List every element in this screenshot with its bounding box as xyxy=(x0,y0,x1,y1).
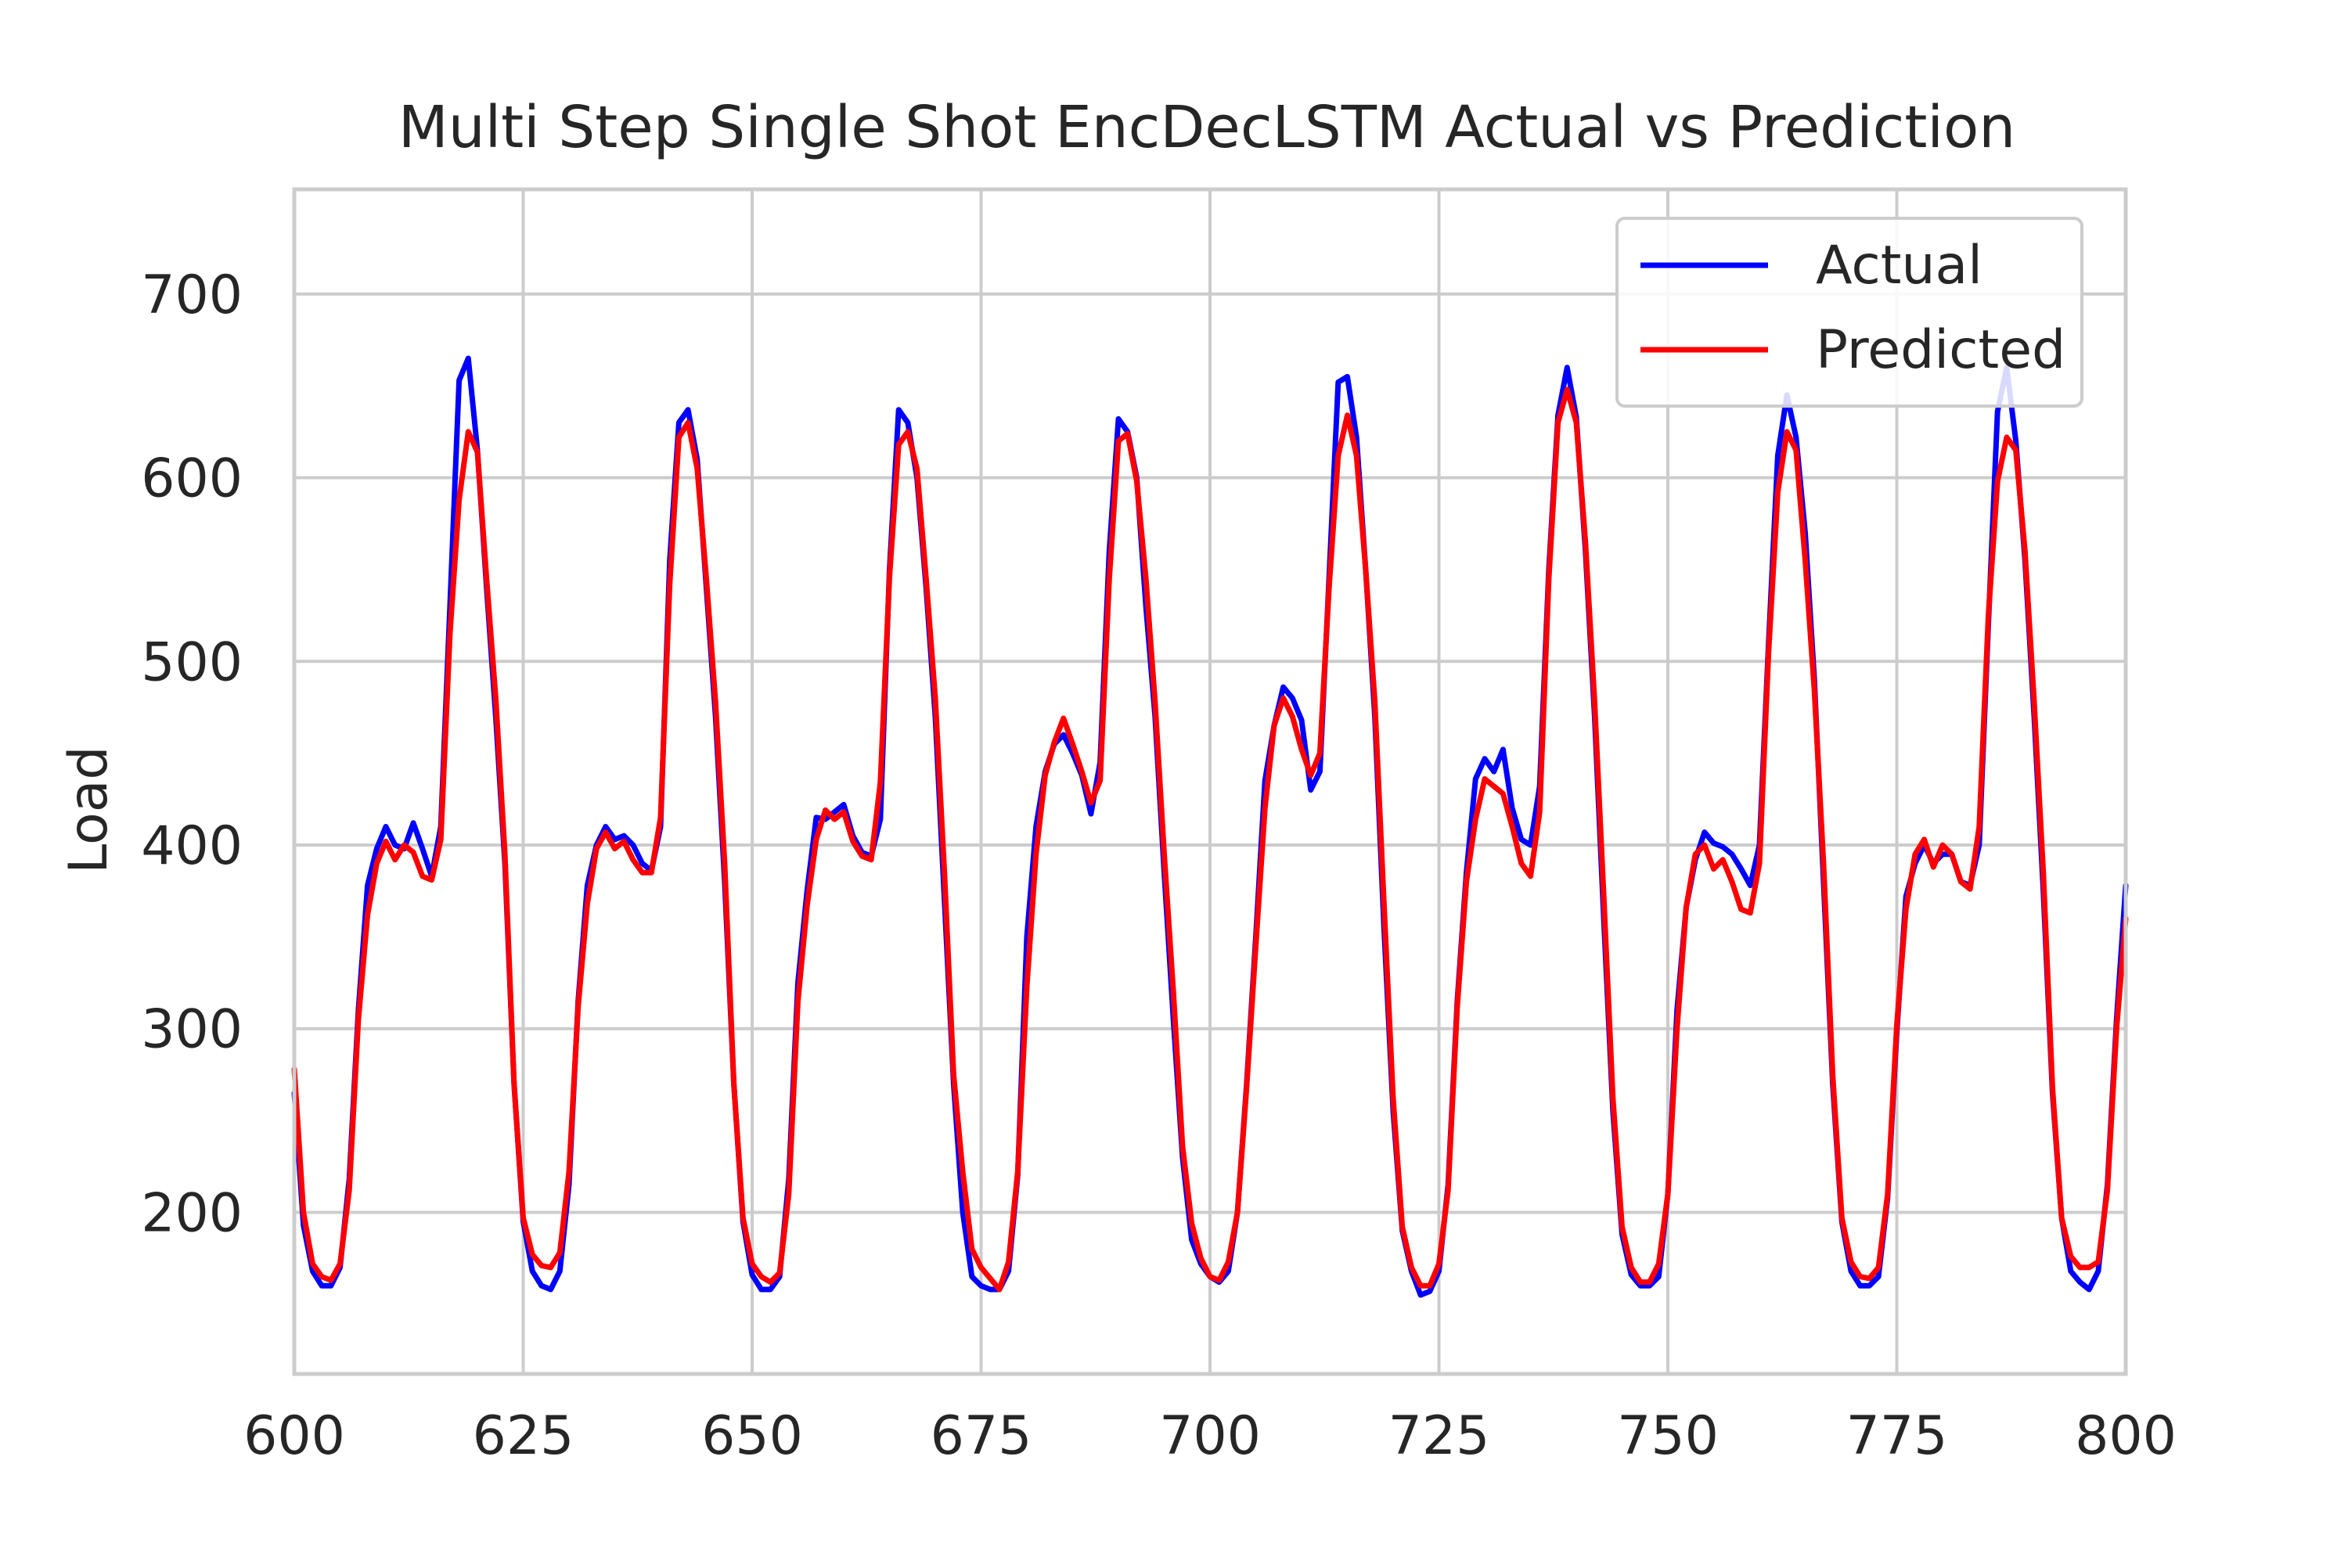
y-tick-label: 600 xyxy=(141,448,243,510)
tick-labels: 600 625 650 675 700 725 750 775 800 200 300 400 500 6… xyxy=(141,264,2177,1467)
x-tick-label: 800 xyxy=(2075,1405,2177,1467)
y-tick-label: 500 xyxy=(141,631,243,693)
y-tick-label: 700 xyxy=(141,264,243,326)
x-tick-label: 700 xyxy=(1159,1405,1261,1467)
x-tick-label: 600 xyxy=(243,1405,345,1467)
y-axis-label: Load xyxy=(58,746,120,873)
legend-label-predicted: Predicted xyxy=(1816,319,2065,381)
y-tick-label: 300 xyxy=(141,999,243,1061)
legend-label-actual: Actual xyxy=(1816,235,1982,297)
series-layer xyxy=(291,355,2129,1298)
chart-title: Multi Step Single Shot EncDecLSTM Actual… xyxy=(398,94,2015,161)
y-tick-label: 400 xyxy=(141,815,243,877)
y-tick-label: 200 xyxy=(141,1182,243,1244)
x-tick-label: 750 xyxy=(1617,1405,1719,1467)
legend: Actual Predicted xyxy=(1615,217,2083,408)
x-tick-label: 625 xyxy=(473,1405,574,1467)
x-tick-label: 725 xyxy=(1388,1405,1490,1467)
plot-frame xyxy=(292,187,2128,1376)
x-tick-label: 775 xyxy=(1846,1405,1948,1467)
x-tick-label: 675 xyxy=(931,1405,1032,1467)
series-line-predicted xyxy=(291,387,2129,1293)
x-tick-label: 650 xyxy=(701,1405,803,1467)
